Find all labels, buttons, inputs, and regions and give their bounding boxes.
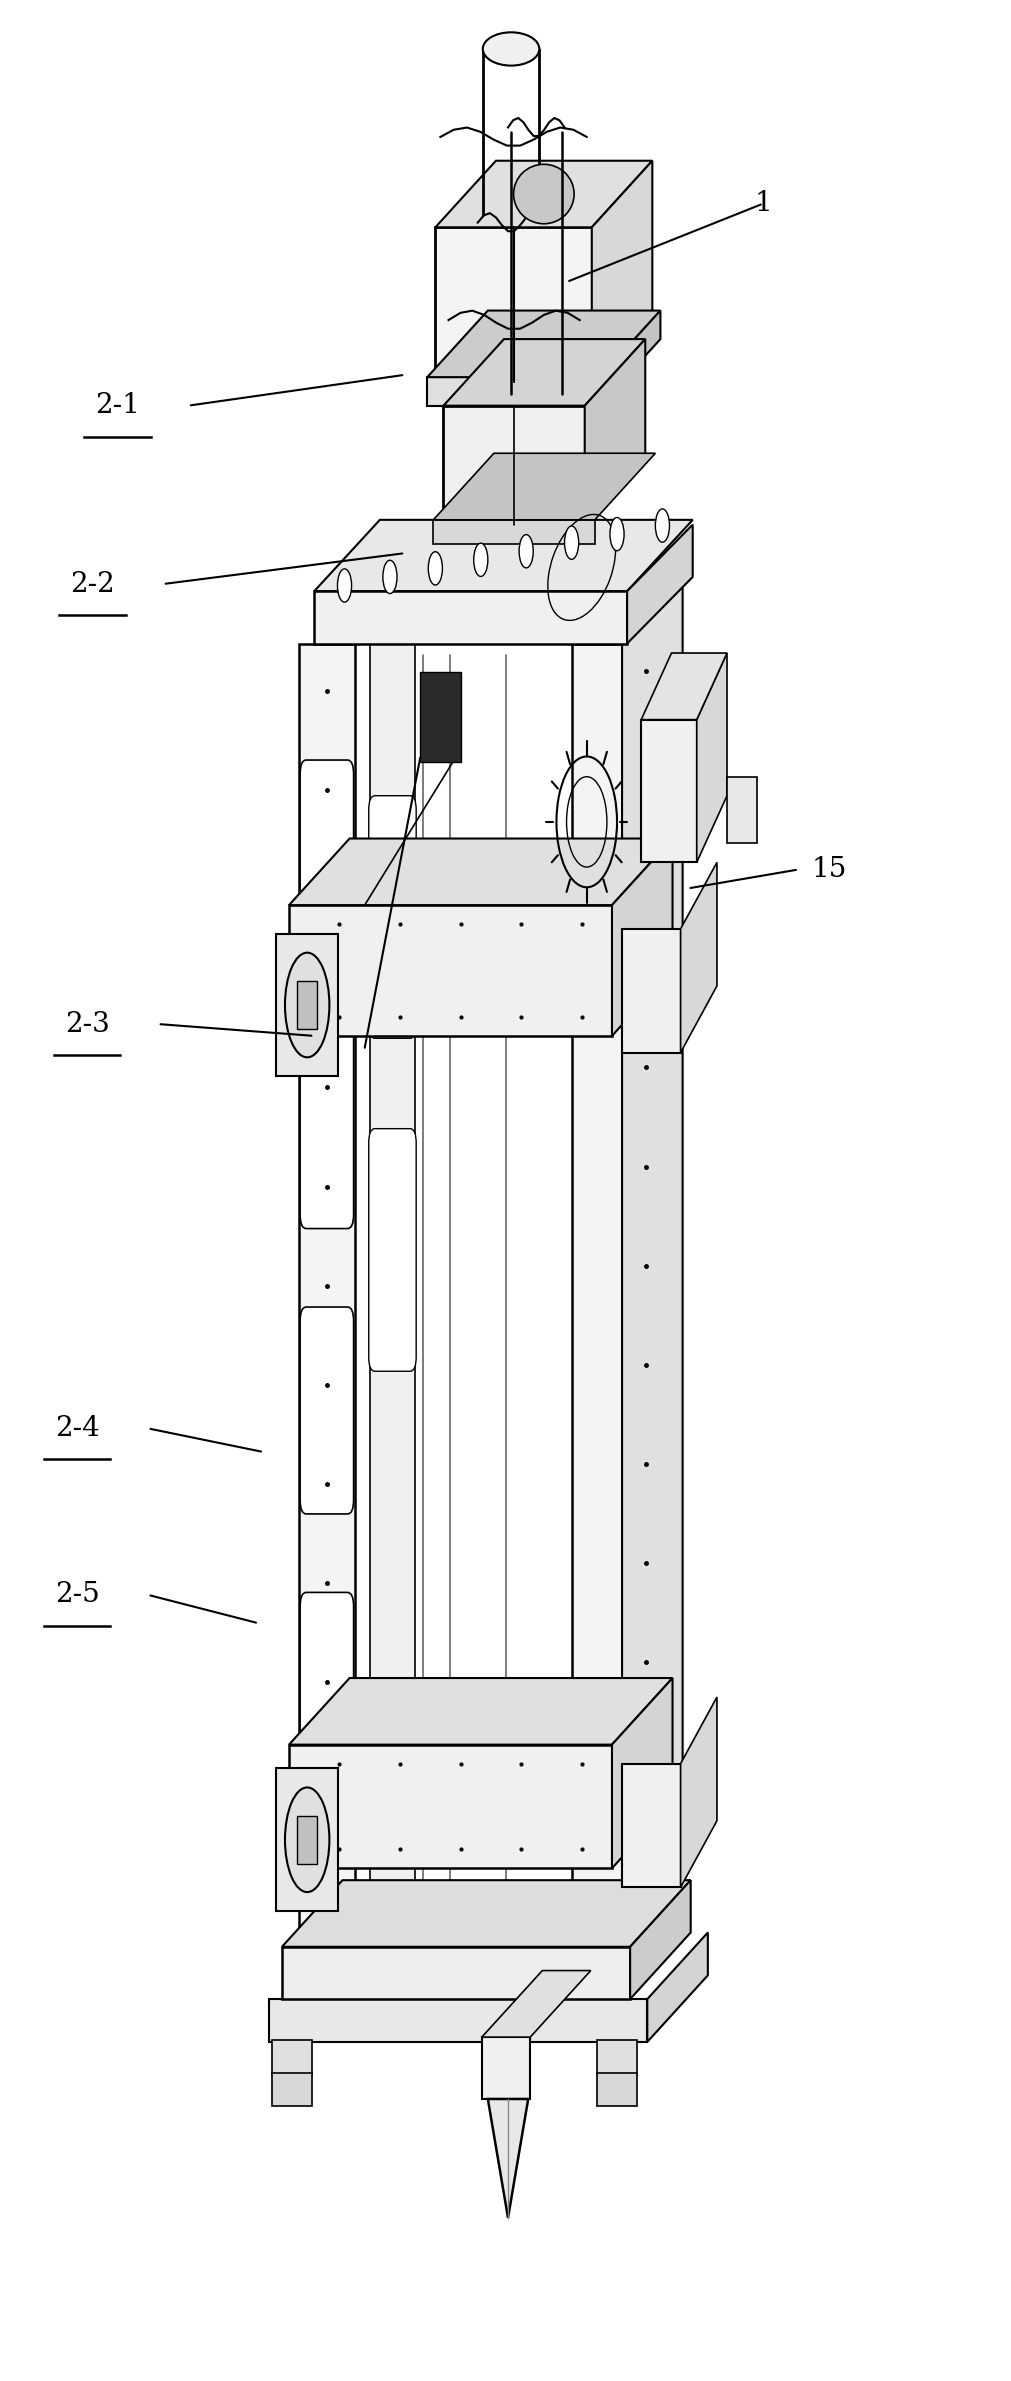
Text: 15: 15 xyxy=(811,855,846,883)
Bar xyxy=(443,405,584,524)
Text: 2-2: 2-2 xyxy=(70,571,114,598)
Circle shape xyxy=(564,526,578,560)
Text: 2-4: 2-4 xyxy=(55,1414,99,1443)
FancyBboxPatch shape xyxy=(300,760,353,967)
Circle shape xyxy=(285,952,329,1057)
Polygon shape xyxy=(314,519,692,590)
Bar xyxy=(726,776,756,843)
Polygon shape xyxy=(622,576,682,1976)
Bar xyxy=(272,2041,312,2076)
Bar xyxy=(297,1817,317,1864)
Polygon shape xyxy=(627,524,692,643)
Polygon shape xyxy=(443,338,645,405)
Ellipse shape xyxy=(482,33,539,67)
Polygon shape xyxy=(487,2100,528,2217)
Bar xyxy=(622,929,680,1052)
Polygon shape xyxy=(289,838,672,905)
Polygon shape xyxy=(647,1933,707,2043)
Bar xyxy=(435,226,591,381)
Circle shape xyxy=(428,552,442,586)
Bar xyxy=(369,643,415,1976)
Circle shape xyxy=(519,536,533,569)
Bar xyxy=(427,376,600,405)
Polygon shape xyxy=(600,310,660,405)
Bar xyxy=(276,1769,338,1912)
Bar xyxy=(420,671,460,762)
Polygon shape xyxy=(612,838,672,1036)
Polygon shape xyxy=(641,652,726,719)
Circle shape xyxy=(285,1788,329,1893)
Bar xyxy=(596,2074,637,2107)
Ellipse shape xyxy=(513,164,573,224)
Polygon shape xyxy=(433,452,655,519)
Polygon shape xyxy=(435,162,652,226)
Polygon shape xyxy=(680,1698,716,1888)
Polygon shape xyxy=(427,310,660,376)
Bar xyxy=(481,2038,530,2100)
Polygon shape xyxy=(282,1881,690,1948)
Polygon shape xyxy=(289,1679,672,1745)
Bar xyxy=(314,590,627,643)
Bar xyxy=(282,1948,630,2000)
Polygon shape xyxy=(591,162,652,381)
Text: 1: 1 xyxy=(754,190,771,217)
Bar xyxy=(433,519,594,543)
Bar xyxy=(641,719,696,862)
Bar xyxy=(299,643,354,1976)
Circle shape xyxy=(473,543,487,576)
Text: 2-3: 2-3 xyxy=(65,1010,109,1038)
FancyBboxPatch shape xyxy=(368,1129,416,1371)
Bar xyxy=(297,981,317,1029)
Polygon shape xyxy=(630,1881,690,2000)
FancyBboxPatch shape xyxy=(300,1307,353,1514)
Bar xyxy=(289,905,612,1036)
Polygon shape xyxy=(612,1679,672,1869)
Polygon shape xyxy=(481,1971,590,2038)
FancyBboxPatch shape xyxy=(300,1593,353,1800)
Circle shape xyxy=(655,510,669,543)
Bar xyxy=(571,643,622,1976)
Bar xyxy=(269,2000,647,2043)
Circle shape xyxy=(337,569,351,602)
Bar xyxy=(596,2041,637,2076)
Circle shape xyxy=(610,517,624,550)
Bar xyxy=(272,2074,312,2107)
Circle shape xyxy=(382,560,396,593)
Text: 2-1: 2-1 xyxy=(95,393,140,419)
Polygon shape xyxy=(680,862,716,1052)
FancyBboxPatch shape xyxy=(368,795,416,1038)
Bar xyxy=(622,1764,680,1888)
FancyBboxPatch shape xyxy=(300,1021,353,1229)
Bar xyxy=(276,933,338,1076)
Polygon shape xyxy=(584,338,645,524)
Text: 2-5: 2-5 xyxy=(55,1581,99,1607)
Polygon shape xyxy=(696,652,726,862)
Bar xyxy=(289,1745,612,1869)
